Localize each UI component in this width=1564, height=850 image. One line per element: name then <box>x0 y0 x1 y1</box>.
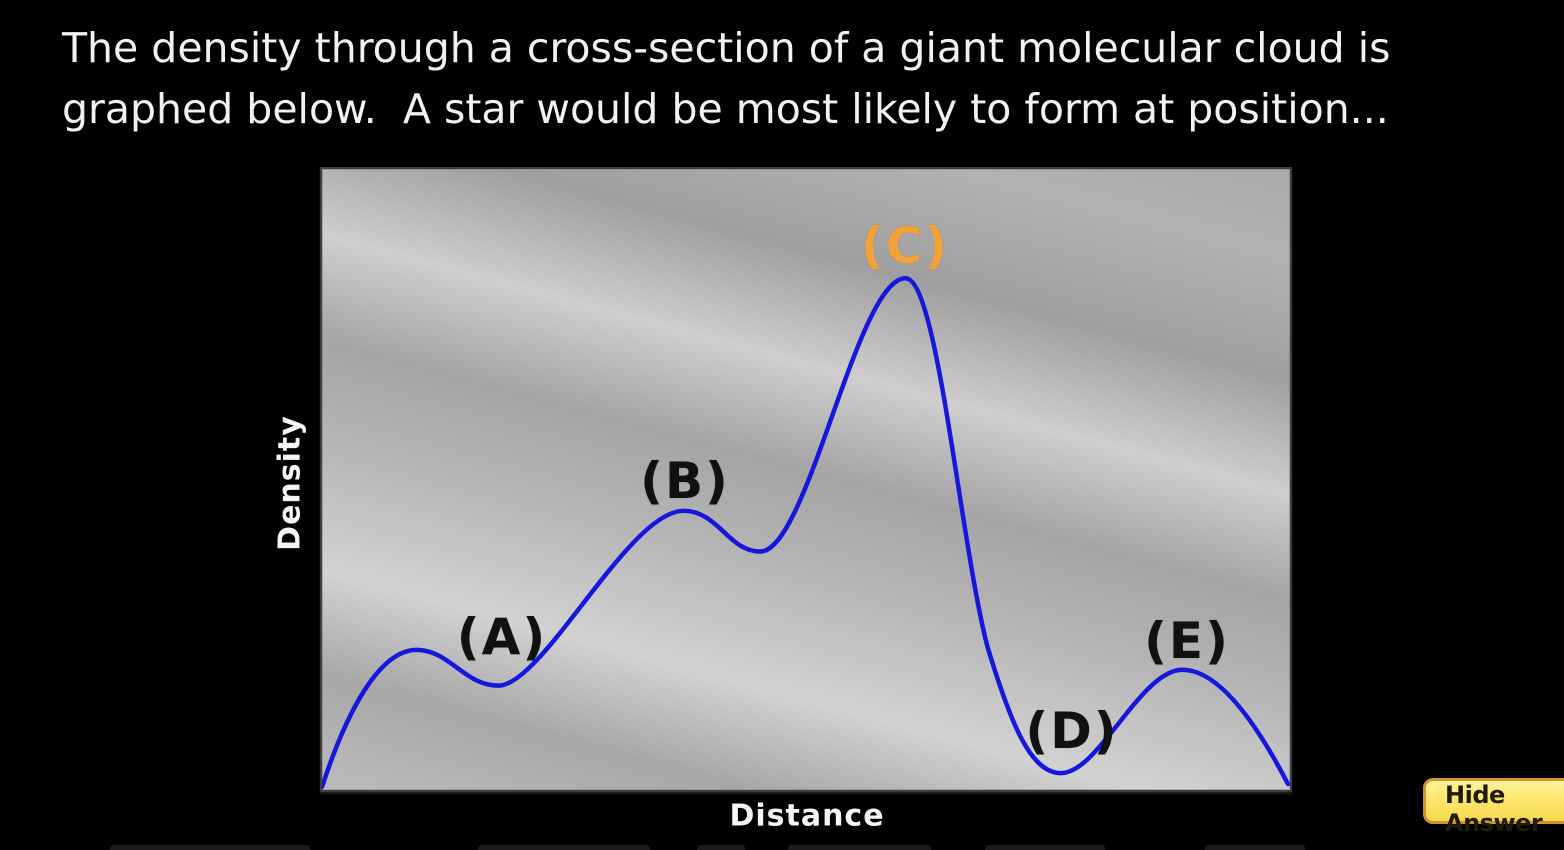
cutoff-element-stub <box>1205 845 1305 850</box>
question-line-1: The density through a cross-section of a… <box>62 24 1391 72</box>
cutoff-element-stub <box>697 845 745 850</box>
point-label-a: (A) <box>456 608 548 666</box>
cutoff-element-stub <box>110 845 310 850</box>
x-axis-label: Distance <box>729 798 885 834</box>
cutoff-element-stub <box>985 845 1105 850</box>
point-label-d: (D) <box>1025 702 1119 760</box>
cutoff-element-stub <box>478 845 650 850</box>
density-curve <box>322 276 1290 790</box>
point-label-e: (E) <box>1144 612 1230 670</box>
density-chart-panel: (A) (B) (C) (D) (E) <box>320 167 1292 792</box>
point-label-b: (B) <box>640 452 730 510</box>
hide-answer-button[interactable]: Hide Answer <box>1423 778 1564 837</box>
question-text: The density through a cross-section of a… <box>62 18 1390 140</box>
point-label-c: (C) <box>860 217 950 275</box>
density-chart-canvas <box>322 276 1290 790</box>
cutoff-element-stub <box>788 845 931 850</box>
y-axis-label: Density <box>272 415 308 551</box>
question-line-2: graphed below. A star would be most like… <box>62 85 1389 133</box>
